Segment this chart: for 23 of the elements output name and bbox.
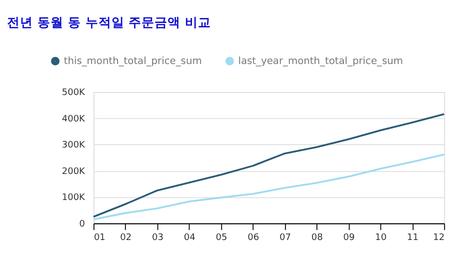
y-tick-label: 400K [62,114,86,124]
chart-title: 전년 동월 동 누적일 주문금액 비교 [7,14,212,30]
x-tick-label: 02 [120,232,132,243]
y-tick-label: 300K [62,140,86,151]
line-series [92,113,446,218]
y-tick-label: 500K [62,88,86,98]
x-tick-label: 01 [94,232,106,243]
x-tick-label: 11 [406,232,418,243]
x-tick-label: 09 [343,232,355,243]
x-tick-label: 04 [184,232,196,243]
y-tick-label: 0 [79,219,86,230]
x-tick-label: 05 [216,232,228,243]
x-tick-label: 10 [375,232,387,243]
legend-label: this_month_total_price_sum [64,56,202,67]
x-tick-label: 03 [152,232,164,243]
legend-label: last_year_month_total_price_sum [238,56,404,67]
line-series [92,154,446,220]
y-tick-label: 200K [62,166,86,177]
x-tick-label: 06 [248,232,260,243]
x-tick-label: 07 [279,232,291,243]
x-tick-label: 12 [433,232,445,243]
x-tick-label: 08 [311,232,324,243]
y-tick-label: 100K [62,193,86,204]
